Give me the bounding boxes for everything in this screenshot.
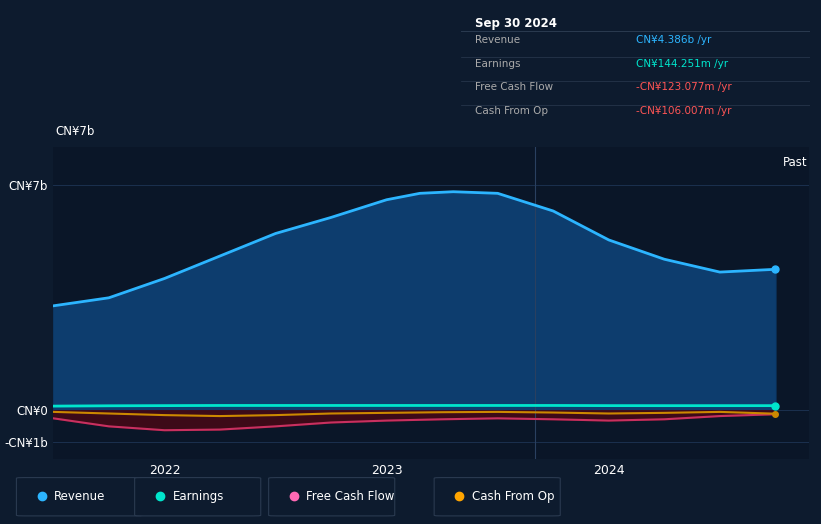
Text: -CN¥106.007m /yr: -CN¥106.007m /yr — [636, 106, 732, 116]
Text: CN¥144.251m /yr: CN¥144.251m /yr — [636, 59, 728, 69]
FancyBboxPatch shape — [16, 477, 143, 516]
FancyBboxPatch shape — [135, 477, 261, 516]
FancyBboxPatch shape — [434, 477, 560, 516]
Text: Cash From Op: Cash From Op — [472, 490, 554, 503]
Text: Sep 30 2024: Sep 30 2024 — [475, 17, 557, 30]
Text: Revenue: Revenue — [54, 490, 106, 503]
Text: Earnings: Earnings — [475, 59, 521, 69]
FancyBboxPatch shape — [268, 477, 395, 516]
Text: Past: Past — [782, 156, 807, 169]
Text: Earnings: Earnings — [172, 490, 224, 503]
Text: Cash From Op: Cash From Op — [475, 106, 548, 116]
Text: Revenue: Revenue — [475, 35, 521, 45]
Text: Free Cash Flow: Free Cash Flow — [475, 82, 553, 92]
Text: CN¥7b: CN¥7b — [56, 125, 95, 138]
Text: CN¥4.386b /yr: CN¥4.386b /yr — [636, 35, 711, 45]
Text: -CN¥123.077m /yr: -CN¥123.077m /yr — [636, 82, 732, 92]
Text: Free Cash Flow: Free Cash Flow — [306, 490, 395, 503]
